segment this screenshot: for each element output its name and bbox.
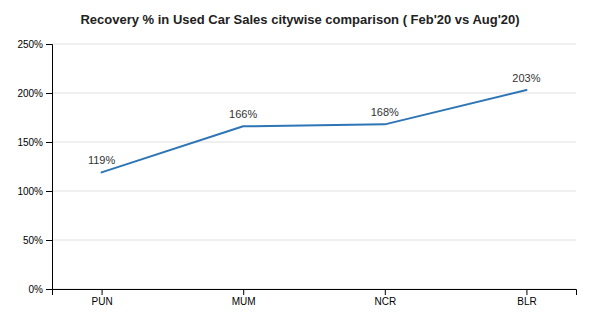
tick-mark: [46, 289, 52, 290]
y-tick: 0%: [29, 284, 52, 295]
tick-mark: [46, 142, 52, 143]
data-label: 168%: [371, 106, 399, 118]
title: Recovery % in Used Car Sales citywise co…: [80, 12, 519, 27]
tick-label: 100%: [17, 186, 43, 197]
data-label: 166%: [229, 108, 257, 120]
tick-mark: [46, 44, 52, 45]
x-tick: PUN: [92, 289, 113, 307]
x-tick: BLR: [517, 289, 536, 307]
tick-mark: [46, 240, 52, 241]
plot: 0% 50% 100% 150% 200% 250% PUN MUM NCR BLR 119% 166…: [17, 39, 576, 307]
x-axis: PUN MUM NCR BLR: [53, 289, 577, 307]
data-labels: 119% 166% 168% 203%: [88, 72, 541, 166]
tick-mark: [243, 289, 244, 295]
marks: [102, 90, 527, 172]
tick-label: NCR: [374, 296, 396, 307]
grid-line: [52, 44, 576, 45]
grid-line: [52, 240, 576, 241]
tick-label: 0%: [29, 284, 44, 295]
data-label: 119%: [88, 154, 116, 166]
chart: Recovery % in Used Car Sales citywise co…: [0, 0, 600, 319]
tick-mark: [46, 93, 52, 94]
y-tick: 150%: [17, 137, 52, 148]
grid-line: [52, 142, 576, 143]
tick-label: 200%: [17, 88, 43, 99]
grid-line: [52, 93, 576, 94]
tick-label: 250%: [17, 39, 43, 50]
y-tick: 250%: [17, 39, 52, 50]
line: [102, 90, 527, 172]
tick-mark: [46, 191, 52, 192]
tick-label: 150%: [17, 137, 43, 148]
tick-label: PUN: [92, 296, 113, 307]
y-tick: 100%: [17, 186, 52, 197]
tick-mark: [102, 289, 103, 295]
y-tick: 200%: [17, 88, 52, 99]
grid: [52, 44, 576, 289]
tick-label: BLR: [517, 296, 536, 307]
grid-line: [52, 191, 576, 192]
tick-label: MUM: [232, 296, 256, 307]
axis-domain: [53, 290, 577, 296]
data-label: 203%: [512, 72, 540, 84]
tick-label: 50%: [23, 235, 43, 246]
y-tick: 50%: [23, 235, 52, 246]
x-tick: NCR: [374, 289, 396, 307]
tick-mark: [385, 289, 386, 295]
axis-domain: [46, 45, 53, 290]
tick-mark: [526, 289, 527, 295]
x-tick: MUM: [232, 289, 256, 307]
y-axis: 0% 50% 100% 150% 200% 250%: [17, 39, 52, 295]
